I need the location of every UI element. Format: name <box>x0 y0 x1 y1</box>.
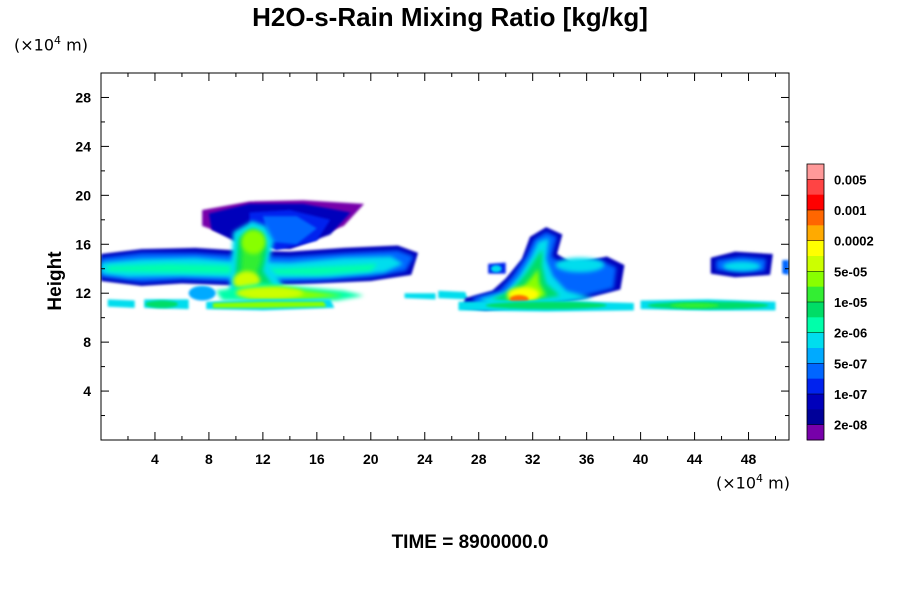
colorbar-swatch <box>807 256 824 272</box>
rain-contour <box>404 293 436 300</box>
y-tick-label: 20 <box>75 187 91 203</box>
x-tick-label: 12 <box>255 451 271 467</box>
x-tick-label: 24 <box>417 451 433 467</box>
rain-contour <box>490 265 502 273</box>
x-tick-label: 4 <box>151 451 159 467</box>
colorbar-label: 0.0002 <box>834 234 874 249</box>
y-tick-label: 28 <box>75 89 91 105</box>
colorbar-label: 1e-05 <box>834 295 867 310</box>
x-tick-label: 16 <box>309 451 325 467</box>
rain-contour <box>485 301 607 310</box>
time-label: TIME = 8900000.0 <box>391 532 549 553</box>
rain-contour <box>555 257 605 273</box>
colorbar-swatch <box>807 225 824 242</box>
y-tick-label: 12 <box>75 285 91 301</box>
y-tick-label: 8 <box>83 334 91 350</box>
colorbar-label: 2e-08 <box>834 418 867 433</box>
rain-contour <box>145 300 178 308</box>
chart-title: H2O-s-Rain Mixing Ratio [kg/kg] <box>252 2 648 32</box>
colorbar-swatch <box>807 317 824 334</box>
y-tick-label: 4 <box>83 383 91 399</box>
colorbar-swatch <box>807 378 824 395</box>
colorbar-swatch <box>807 164 824 180</box>
x-tick-label: 36 <box>579 451 595 467</box>
colorbar-swatch <box>807 363 824 380</box>
colorbar-swatch <box>807 409 824 426</box>
colorbar-swatch <box>807 348 824 364</box>
x-tick-label: 32 <box>525 451 541 467</box>
x-tick-label: 48 <box>741 451 757 467</box>
rain-contour <box>782 260 789 275</box>
colorbar-swatch <box>807 286 824 303</box>
colorbar-label: 1e-07 <box>834 387 867 402</box>
colorbar-swatch <box>807 210 824 226</box>
x-tick-label: 20 <box>363 451 379 467</box>
colorbar-swatch <box>807 194 824 211</box>
colorbar-swatch <box>807 424 824 441</box>
rain-contour <box>241 229 266 255</box>
colorbar-swatch <box>807 240 824 257</box>
colorbar-swatch <box>807 332 824 349</box>
x-axis-unit: (×104 m) <box>716 472 790 493</box>
plot-frame <box>100 72 790 441</box>
colorbar-swatch <box>807 302 824 318</box>
x-tick-label: 44 <box>687 451 703 467</box>
colorbar: 0.005 0.001 0.0002 5e-05 1e-05 2e-06 5e-07 1e-0… <box>806 163 874 441</box>
colorbar-label: 5e-05 <box>834 264 867 279</box>
rain-contour <box>722 261 761 272</box>
rain-contour <box>212 301 327 308</box>
rain-contour <box>188 285 216 301</box>
x-tick-label: 8 <box>205 451 213 467</box>
colorbar-label: 2e-06 <box>834 326 867 341</box>
colorbar-swatch <box>807 394 824 410</box>
colorbar-swatch <box>807 271 824 288</box>
x-tick-label: 28 <box>471 451 487 467</box>
colorbar-label: 0.005 <box>834 172 867 187</box>
rain-field <box>101 200 789 312</box>
y-axis-unit: (×104 m) <box>14 34 88 55</box>
colorbar-swatch <box>807 179 824 196</box>
colorbar-label: 5e-07 <box>834 356 867 371</box>
y-tick-label: 24 <box>75 138 91 154</box>
rain-contour <box>438 290 468 300</box>
rain-contour <box>670 302 719 308</box>
colorbar-label: 0.001 <box>834 203 867 218</box>
y-tick-label: 16 <box>75 236 91 252</box>
rain-contour <box>492 249 560 303</box>
rain-contour <box>235 287 304 300</box>
rain-contour <box>262 216 317 245</box>
x-tick-label: 40 <box>633 451 649 467</box>
rain-contour <box>107 299 135 308</box>
